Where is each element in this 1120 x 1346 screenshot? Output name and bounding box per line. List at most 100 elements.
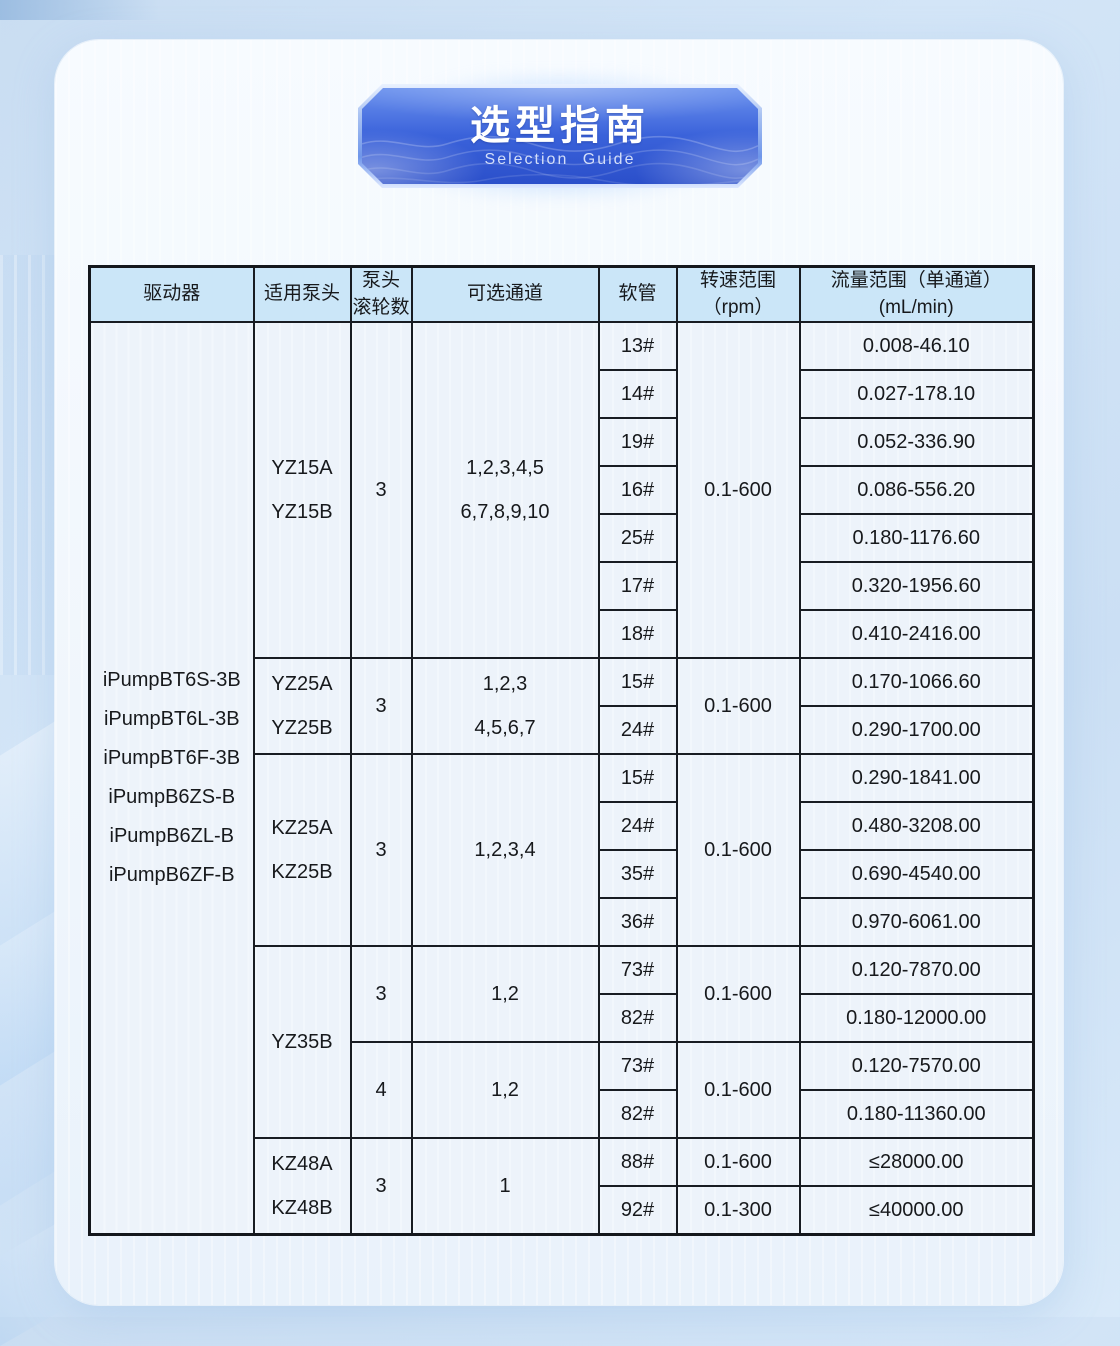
flow-cell: 0.180-12000.00 [798,993,1035,1044]
rollers-cell: 3 [349,657,413,756]
tubing-cell: 18# [597,609,678,660]
tubing-cell: 16# [597,465,678,516]
table-row: 25# 0.180-1176.60 [90,513,1035,564]
flow-cell: 0.086-556.20 [798,465,1035,516]
rollers-cell: 3 [349,753,413,948]
pump-head-model: KZ25B [271,861,333,884]
flow-cell: ≤40000.00 [798,1185,1035,1236]
left-margin-band-decoration [0,0,160,20]
flow-cell: 0.008-46.10 [798,321,1035,372]
table-row: 82# 0.180-12000.00 [90,993,1035,1044]
tubing-cell: 73# [597,945,678,996]
tubing-cell: 36# [597,897,678,948]
col-header-speed-line2: （rpm） [702,296,774,318]
tubing-cell: 82# [597,993,678,1044]
channels-cell: 1,2,3 4,5,6,7 [410,657,600,756]
banner-container: 选型指南 Selection Guide [0,74,1120,198]
flow-cell: 0.180-1176.60 [798,513,1035,564]
channels-cell: 1,2 [410,945,600,1044]
table-row: KZ25A KZ25B 3 1,2,3,4 15# 0.1-600 0.290-… [90,753,1035,948]
rollers-cell: 3 [349,321,413,660]
col-header-pump-head-label: 适用泵头 [263,283,340,305]
flow-cell: 0.290-1841.00 [798,753,1035,804]
driver-model: iPumpB6ZS-B [108,786,236,809]
tubing-cell: 88# [597,1137,678,1188]
col-header-flow: 流量范围（单通道） (mL/min) [798,265,1035,324]
flow-cell: 0.480-3208.00 [798,801,1035,852]
driver-model: iPumpBT6F-3B [103,747,241,770]
col-header-rollers-line1: 泵头 [361,270,400,291]
pump-head-cell: KZ48A KZ48B [252,1137,352,1236]
table-row: 35# 0.690-4540.00 [90,849,1035,900]
flow-cell: 0.180-11360.00 [798,1089,1035,1140]
table-row: 4 1,2 73# 0.1-600 0.120-7570.00 [90,1041,1035,1140]
col-header-flow-line2: (mL/min) [878,296,954,318]
tubing-cell: 17# [597,561,678,612]
pump-head-model: YZ15A [271,457,333,480]
channels-line: 6,7,8,9,10 [460,501,550,524]
tubing-cell: 73# [597,1041,678,1092]
col-header-tubing: 软管 [597,265,678,324]
table-row: YZ35B 3 1,2 73# 0.1-600 0.120-7870.00 [90,945,1035,1140]
col-header-driver: 驱动器 [88,265,255,324]
speed-cell: 0.1-600 [675,657,801,756]
col-header-pump-head: 适用泵头 [252,265,352,324]
table-row: 36# 0.970-6061.00 [90,897,1035,948]
tubing-cell: 13# [597,321,678,372]
table-row: KZ48A KZ48B 3 1 88# 0.1-600 ≤28000.00 [90,1137,1035,1236]
table-row: 82# 0.180-11360.00 [90,1089,1035,1140]
col-header-channels-label: 可选通道 [466,283,543,305]
driver-cell: iPumpBT6S-3B iPumpBT6L-3B iPumpBT6F-3B i… [88,321,255,1236]
channels-cell: 1,2,3,4 [410,753,600,948]
flow-cell: 0.320-1956.60 [798,561,1035,612]
page-subtitle: Selection Guide [484,150,636,168]
tubing-cell: 19# [597,417,678,468]
banner-inner-panel: 选型指南 Selection Guide [362,88,758,184]
tubing-cell: 24# [597,705,678,756]
channels-line: 4,5,6,7 [474,717,536,740]
col-header-speed-line1: 转速范围 [699,270,776,291]
tubing-cell: 82# [597,1089,678,1140]
pump-head-cell: KZ25A KZ25B [252,753,352,948]
tubing-cell: 14# [597,369,678,420]
left-margin-stripe-decoration [0,255,58,675]
speed-cell: 0.1-300 [675,1185,801,1236]
flow-cell: 0.120-7570.00 [798,1041,1035,1092]
pump-head-cell: YZ15A YZ15B [252,321,352,660]
col-header-flow-line1: 流量范围（单通道） [830,270,1002,291]
rollers-cell: 3 [349,945,413,1044]
flow-cell: 0.410-2416.00 [798,609,1035,660]
channels-cell: 1 [410,1137,600,1236]
channels-cell: 1,2 [410,1041,600,1140]
pump-head-model: KZ48A [271,1153,333,1176]
speed-cell: 0.1-600 [675,1041,801,1140]
flow-cell: 0.290-1700.00 [798,705,1035,756]
table-row: iPumpBT6S-3B iPumpBT6L-3B iPumpBT6F-3B i… [88,321,1035,1236]
table-row: 24# 0.290-1700.00 [90,705,1035,756]
selection-guide-banner: 选型指南 Selection Guide [358,84,762,188]
flow-cell: 0.690-4540.00 [798,849,1035,900]
speed-cell: 0.1-600 [675,753,801,948]
speed-cell: 0.1-600 [675,1137,801,1188]
tubing-cell: 24# [597,801,678,852]
table-row: 17# 0.320-1956.60 [90,561,1035,612]
pump-head-model: YZ15B [271,501,333,524]
page-title: 选型指南 [470,103,650,148]
speed-cell: 0.1-600 [675,945,801,1044]
table-row: 18# 0.410-2416.00 [90,609,1035,660]
wave-lines-decoration [362,117,758,184]
col-header-driver-label: 驱动器 [143,283,201,305]
col-header-channels: 可选通道 [410,265,600,324]
flow-cell: 0.027-178.10 [798,369,1035,420]
pump-head-model: YZ25B [271,717,333,740]
tubing-cell: 15# [597,753,678,804]
rollers-cell: 4 [349,1041,413,1140]
col-header-tubing-label: 软管 [618,283,657,305]
selection-guide-table: 驱动器 适用泵头 泵头 滚轮数 可选通道 软管 转速范围 （rpm） 流量范围（… [88,265,1035,1237]
tubing-cell: 92# [597,1185,678,1236]
col-header-speed: 转速范围 （rpm） [675,265,801,324]
pump-head-model: KZ48B [271,1197,333,1220]
driver-model: iPumpBT6S-3B [102,669,241,692]
selection-guide-table-container: 驱动器 适用泵头 泵头 滚轮数 可选通道 软管 转速范围 （rpm） 流量范围（… [88,265,1035,1237]
speed-cell: 0.1-600 [675,321,801,660]
